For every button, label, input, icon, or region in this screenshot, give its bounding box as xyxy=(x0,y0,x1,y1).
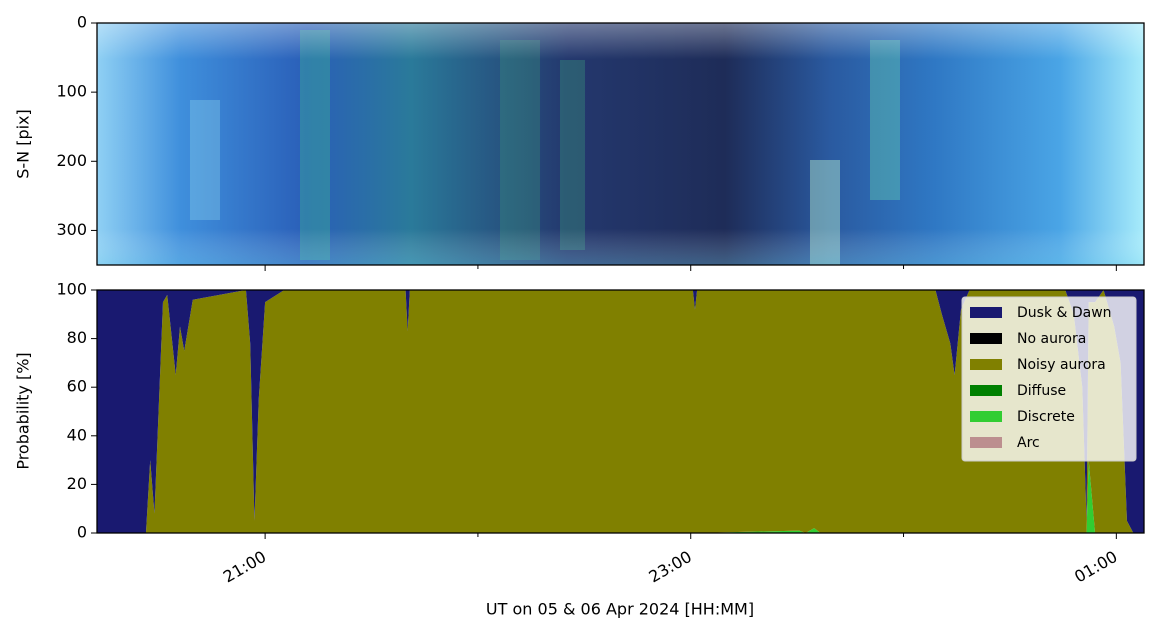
legend-swatch xyxy=(970,307,1002,318)
legend: Dusk & Dawn No aurora Noisy aurora Diffuse D… xyxy=(961,296,1137,462)
x-tick-label: 01:00 xyxy=(1071,547,1120,587)
y-tick-label: 60 xyxy=(67,377,87,396)
legend-box xyxy=(961,296,1137,462)
y-tick-label: 300 xyxy=(56,220,87,239)
plot-area xyxy=(97,290,1144,533)
legend-swatch xyxy=(970,411,1002,422)
legend-label: Dusk & Dawn xyxy=(1017,305,1112,321)
y-axis-label: S-N [pix] xyxy=(14,109,33,179)
keogram xyxy=(97,23,1144,265)
legend-label: Noisy aurora xyxy=(1017,357,1106,373)
y-axis-label: Probability [%] xyxy=(14,352,33,469)
axes-frame xyxy=(96,289,1145,534)
x-tick-label: 21:00 xyxy=(220,547,269,587)
legend-label: Discrete xyxy=(1017,409,1075,425)
x-tick-label: 23:00 xyxy=(646,547,695,587)
y-tick-label: 40 xyxy=(67,425,87,444)
legend-label: Diffuse xyxy=(1017,383,1066,399)
legend-label: Arc xyxy=(1017,435,1040,451)
legend-swatch xyxy=(970,385,1002,396)
y-tick-label: 200 xyxy=(56,151,87,170)
y-tick-label: 100 xyxy=(56,82,87,101)
y-tick-label: 0 xyxy=(77,13,87,32)
y-tick-label: 80 xyxy=(67,328,87,347)
legend-swatch xyxy=(970,437,1002,448)
x-axis-label: UT on 05 & 06 Apr 2024 [HH:MM] xyxy=(486,600,754,619)
legend-swatch xyxy=(970,333,1002,344)
y-tick-label: 20 xyxy=(67,474,87,493)
legend-label: No aurora xyxy=(1017,331,1086,347)
axes-frame xyxy=(96,22,1145,266)
area xyxy=(97,290,1144,533)
y-tick-label: 100 xyxy=(56,280,87,299)
y-tick-label: 0 xyxy=(77,523,87,542)
legend-swatch xyxy=(970,359,1002,370)
